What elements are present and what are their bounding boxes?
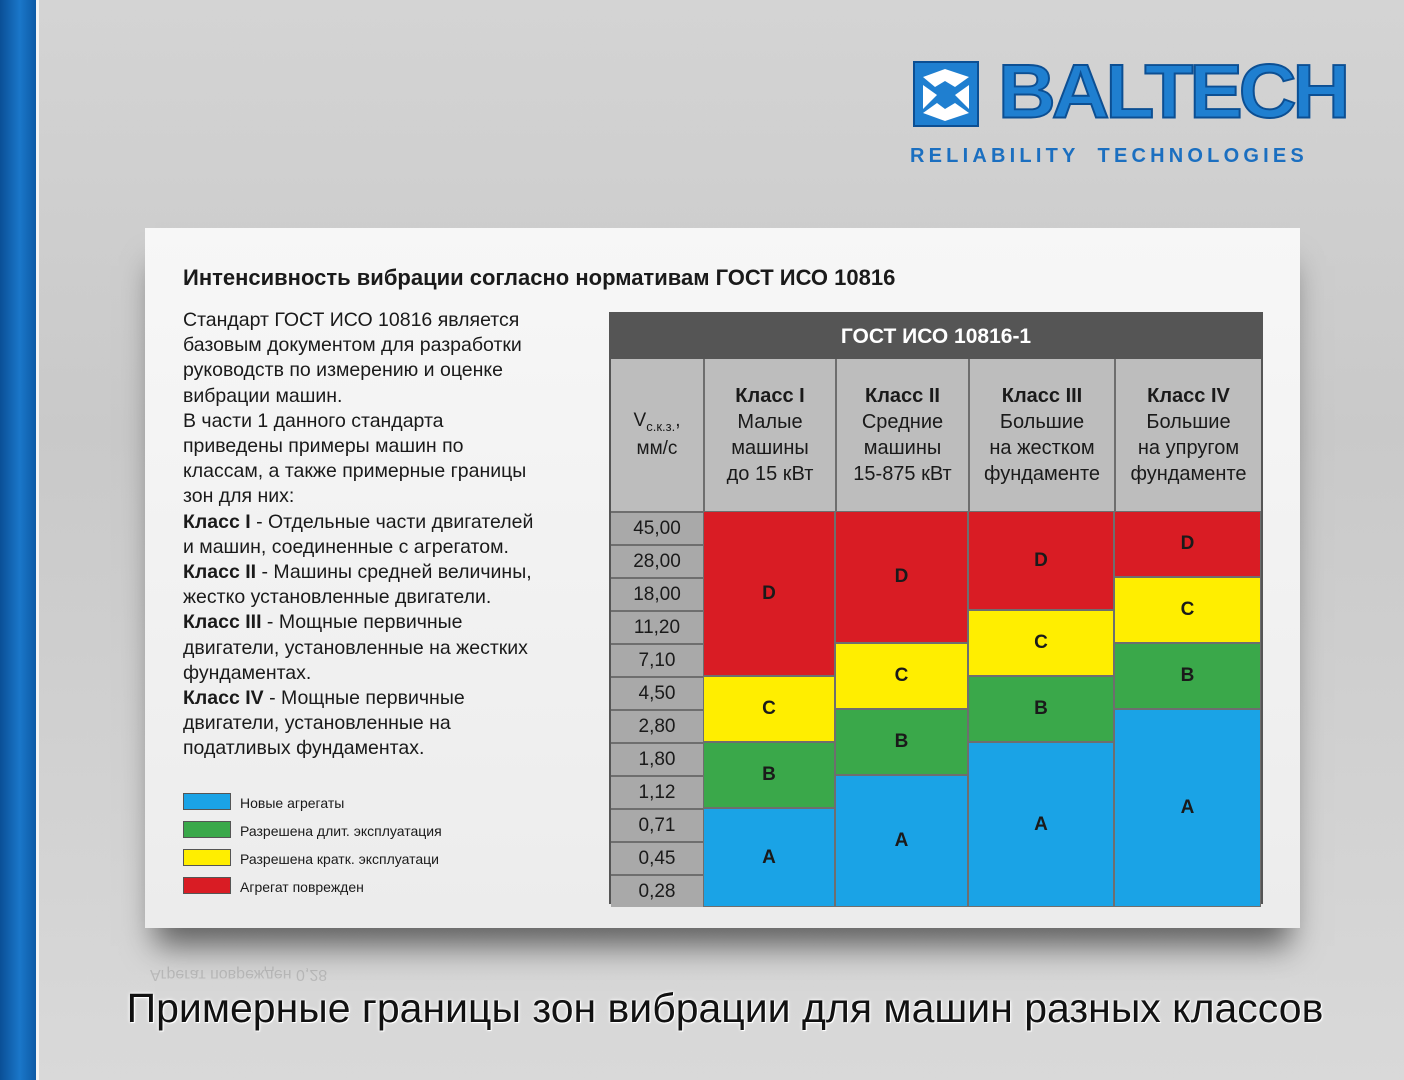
zone-c-class-3: C <box>968 610 1114 676</box>
zone-b-class-3: B <box>968 676 1114 742</box>
description: Стандарт ГОСТ ИСО 10816 является базовым… <box>183 308 603 762</box>
zone-c-class-2: C <box>835 643 968 709</box>
desc-line: Стандарт ГОСТ ИСО 10816 является <box>183 309 520 331</box>
zone-b-class-2: B <box>835 709 968 775</box>
zone-d-class-3: D <box>968 511 1114 610</box>
legend-swatch-a <box>183 793 231 810</box>
class-note-1-cont: и машин, соединенные с агрегатом. <box>183 535 509 558</box>
legend-label: Разрешена кратк. эксплуатаци <box>240 851 440 867</box>
velocity-cell: 11,20 <box>611 610 703 643</box>
legend-label: Разрешена длит. эксплуатация <box>240 823 442 839</box>
desc-line: классам, а также примерные границы <box>183 460 527 483</box>
velocity-cell: 7,10 <box>611 643 703 676</box>
desc-line: приведены примеры машин по <box>183 435 464 458</box>
velocity-cell: 28,00 <box>611 544 703 577</box>
class-note-4-cont2: податливых фундаментах. <box>183 737 425 760</box>
class-1-header: Класс I Малые машины до 15 кВт <box>703 359 835 511</box>
table-header: ГОСТ ИСО 10816-1 <box>611 314 1261 359</box>
info-card: Интенсивность вибрации согласно норматив… <box>145 228 1300 928</box>
class-2-header: Класс II Средние машины 15-875 кВт <box>835 359 968 511</box>
desc-line: зон для них: <box>183 485 295 508</box>
class-4-header: Класс IV Большие на упругом фундаменте <box>1114 359 1261 511</box>
zone-a-class-1: A <box>703 808 835 907</box>
desc-line: руководств по измерению и оценке <box>183 359 503 382</box>
class-note-1: Класс I - Отдельные части двигателей <box>183 510 534 533</box>
legend-swatch-b <box>183 821 231 838</box>
velocity-cell: 0,45 <box>611 841 703 874</box>
velocity-cell: 1,80 <box>611 742 703 775</box>
zone-a-class-3: A <box>968 742 1114 907</box>
page-caption: Примерные границы зон вибрации для машин… <box>126 985 1324 1031</box>
class-note-3: Класс III - Мощные первичные <box>183 611 463 634</box>
legend-label: Новые агрегаты <box>240 795 345 811</box>
class-note-4: Класс IV - Мощные первичные <box>183 687 465 710</box>
logo-brand: BALTECH <box>997 49 1351 134</box>
velocity-cell: 4,50 <box>611 676 703 709</box>
card-title: Интенсивность вибрации согласно норматив… <box>183 265 896 290</box>
class-note-3-cont: двигатели, установленные на жестких <box>183 636 528 659</box>
velocity-cell: 0,28 <box>611 874 703 907</box>
velocity-column-header: Vс.к.з., мм/с <box>611 359 703 511</box>
zone-c-class-4: C <box>1114 577 1261 643</box>
zone-b-class-4: B <box>1114 643 1261 709</box>
legend-swatch-d <box>183 877 231 894</box>
class-note-2-cont: жестко установленные двигатели. <box>183 586 492 609</box>
zone-a-class-2: A <box>835 775 968 907</box>
desc-line: вибрации машин. <box>183 384 343 407</box>
desc-line: базовым документом для разработки <box>183 334 522 357</box>
velocity-cell: 2,80 <box>611 709 703 742</box>
logo-mark-icon <box>913 61 979 127</box>
desc-line: В части 1 данного стандарта <box>183 409 444 432</box>
class-note-4-cont: двигатели, установленные на <box>183 712 451 735</box>
zone-d-class-1: D <box>703 511 835 676</box>
zone-a-class-4: A <box>1114 709 1261 907</box>
velocity-cell: 1,12 <box>611 775 703 808</box>
zone-d-class-4: D <box>1114 511 1261 577</box>
side-accent-bar <box>0 0 39 1080</box>
velocity-cell: 45,00 <box>611 511 703 544</box>
legend-label: Агрегат поврежден <box>240 879 364 895</box>
vibration-zone-table: ГОСТ ИСО 10816-1 Vс.к.з., мм/с Класс I Мал… <box>609 312 1263 907</box>
logo-tagline: RELIABILITY TECHNOLOGIES <box>910 145 1308 167</box>
velocity-cell: 0,71 <box>611 808 703 841</box>
class-3-header: Класс III Большие на жестком фундаменте <box>968 359 1114 511</box>
class-note-3-cont2: фундаментах. <box>183 661 312 684</box>
zone-b-class-1: B <box>703 742 835 808</box>
velocity-cell: 18,00 <box>611 577 703 610</box>
legend-swatch-c <box>183 849 231 866</box>
baltech-logo: BALTECH RELIABILITY TECHNOLOGIES <box>910 53 1351 178</box>
class-note-2: Класс II - Машины средней величины, <box>183 561 532 584</box>
reflection: Агрегат поврежден 0,28 <box>150 966 328 983</box>
zone-d-class-2: D <box>835 511 968 643</box>
zone-c-class-1: C <box>703 676 835 742</box>
